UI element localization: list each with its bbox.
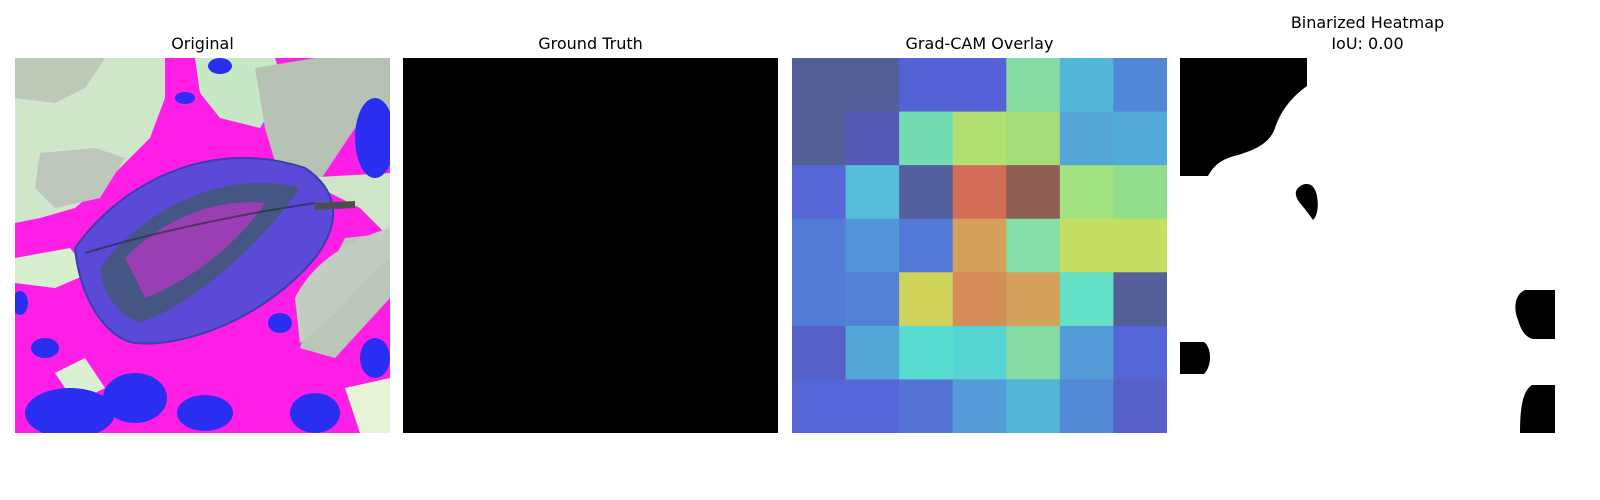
heatmap-cell-r5-c5 (1059, 325, 1114, 380)
heatmap-cell-r5-c3 (952, 325, 1007, 380)
heatmap-cell-r0-c1 (845, 58, 900, 113)
heatmap-cell-r5-c1 (845, 325, 900, 380)
heatmap-cell-r5-c6 (1113, 325, 1167, 380)
heatmap-cell-r0-c0 (792, 58, 847, 113)
heatmap-cell-r6-c6 (1113, 379, 1167, 433)
binarized-heatmap-svg (1180, 58, 1555, 433)
heatmap-cell-r6-c2 (899, 379, 954, 433)
heatmap-cell-r6-c4 (1006, 379, 1061, 433)
heatmap-cell-r2-c5 (1059, 165, 1114, 220)
heatmap-cell-r1-c3 (952, 111, 1007, 166)
binarized-blob-left (1180, 342, 1210, 374)
heatmap-cell-r3-c4 (1006, 218, 1061, 273)
gradcam-title: Grad-CAM Overlay (905, 34, 1054, 53)
heatmap-cell-r2-c0 (792, 165, 847, 220)
heatmap-cell-r2-c3 (952, 165, 1007, 220)
ground-truth-panel: Ground Truth (403, 0, 778, 500)
heatmap-cell-r1-c4 (1006, 111, 1061, 166)
gradcam-heatmap-svg (792, 58, 1167, 433)
binarized-title: Binarized Heatmap (1290, 13, 1445, 32)
binarized-blob-right (1515, 290, 1555, 339)
original-image (15, 58, 390, 433)
original-image-svg (15, 58, 390, 433)
heatmap-cell-r5-c2 (899, 325, 954, 380)
gradcam-overlay (792, 58, 1167, 433)
heatmap-cell-r3-c2 (899, 218, 954, 273)
heatmap-cell-r1-c6 (1113, 111, 1167, 166)
binarized-blob-top-left (1180, 58, 1307, 176)
heatmap-cell-r3-c3 (952, 218, 1007, 273)
original-title: Original (171, 34, 234, 53)
heatmap-cell-r4-c1 (845, 272, 900, 327)
heatmap-cell-r4-c6 (1113, 272, 1167, 327)
heatmap-cell-r3-c6 (1113, 218, 1167, 273)
heatmap-cell-r4-c2 (899, 272, 954, 327)
heatmap-cell-r3-c0 (792, 218, 847, 273)
heatmap-cell-r1-c5 (1059, 111, 1114, 166)
heatmap-cell-r2-c6 (1113, 165, 1167, 220)
heatmap-cell-r1-c0 (792, 111, 847, 166)
binarized-blob-bottom-right (1520, 385, 1555, 433)
gradcam-panel: Grad-CAM Overlay (792, 0, 1167, 500)
heatmap-cell-r3-c5 (1059, 218, 1114, 273)
heatmap-cell-r6-c1 (845, 379, 900, 433)
original-panel: Original (15, 0, 390, 500)
ground-truth-fill (403, 58, 778, 433)
heatmap-cell-r4-c0 (792, 272, 847, 327)
heatmap-cell-r2-c1 (845, 165, 900, 220)
ground-truth-mask (403, 58, 778, 433)
heatmap-cell-r5-c4 (1006, 325, 1061, 380)
heatmap-cell-r6-c0 (792, 379, 847, 433)
heatmap-cell-r0-c4 (1006, 58, 1061, 113)
binarized-panel: Binarized Heatmap IoU: 0.00 (1180, 0, 1555, 500)
iou-label: IoU: 0.00 (1331, 34, 1404, 53)
heatmap-cell-r6-c5 (1059, 379, 1114, 433)
heatmap-cell-r0-c3 (952, 58, 1007, 113)
heatmap-cell-r1-c2 (899, 111, 954, 166)
ground-truth-title: Ground Truth (538, 34, 643, 53)
heatmap-cell-r5-c0 (792, 325, 847, 380)
heatmap-cell-r0-c2 (899, 58, 954, 113)
heatmap-cell-r4-c5 (1059, 272, 1114, 327)
heatmap-cell-r2-c2 (899, 165, 954, 220)
heatmap-cell-r2-c4 (1006, 165, 1061, 220)
binarized-blob-small (1295, 183, 1318, 220)
heatmap-cell-r4-c4 (1006, 272, 1061, 327)
heatmap-cell-r3-c1 (845, 218, 900, 273)
heatmap-cell-r6-c3 (952, 379, 1007, 433)
heatmap-cell-r4-c3 (952, 272, 1007, 327)
heatmap-cell-r0-c6 (1113, 58, 1167, 113)
ground-truth-mask-svg (403, 58, 778, 433)
heatmap-cell-r1-c1 (845, 111, 900, 166)
binarized-heatmap (1180, 58, 1555, 433)
heatmap-cell-r0-c5 (1059, 58, 1114, 113)
